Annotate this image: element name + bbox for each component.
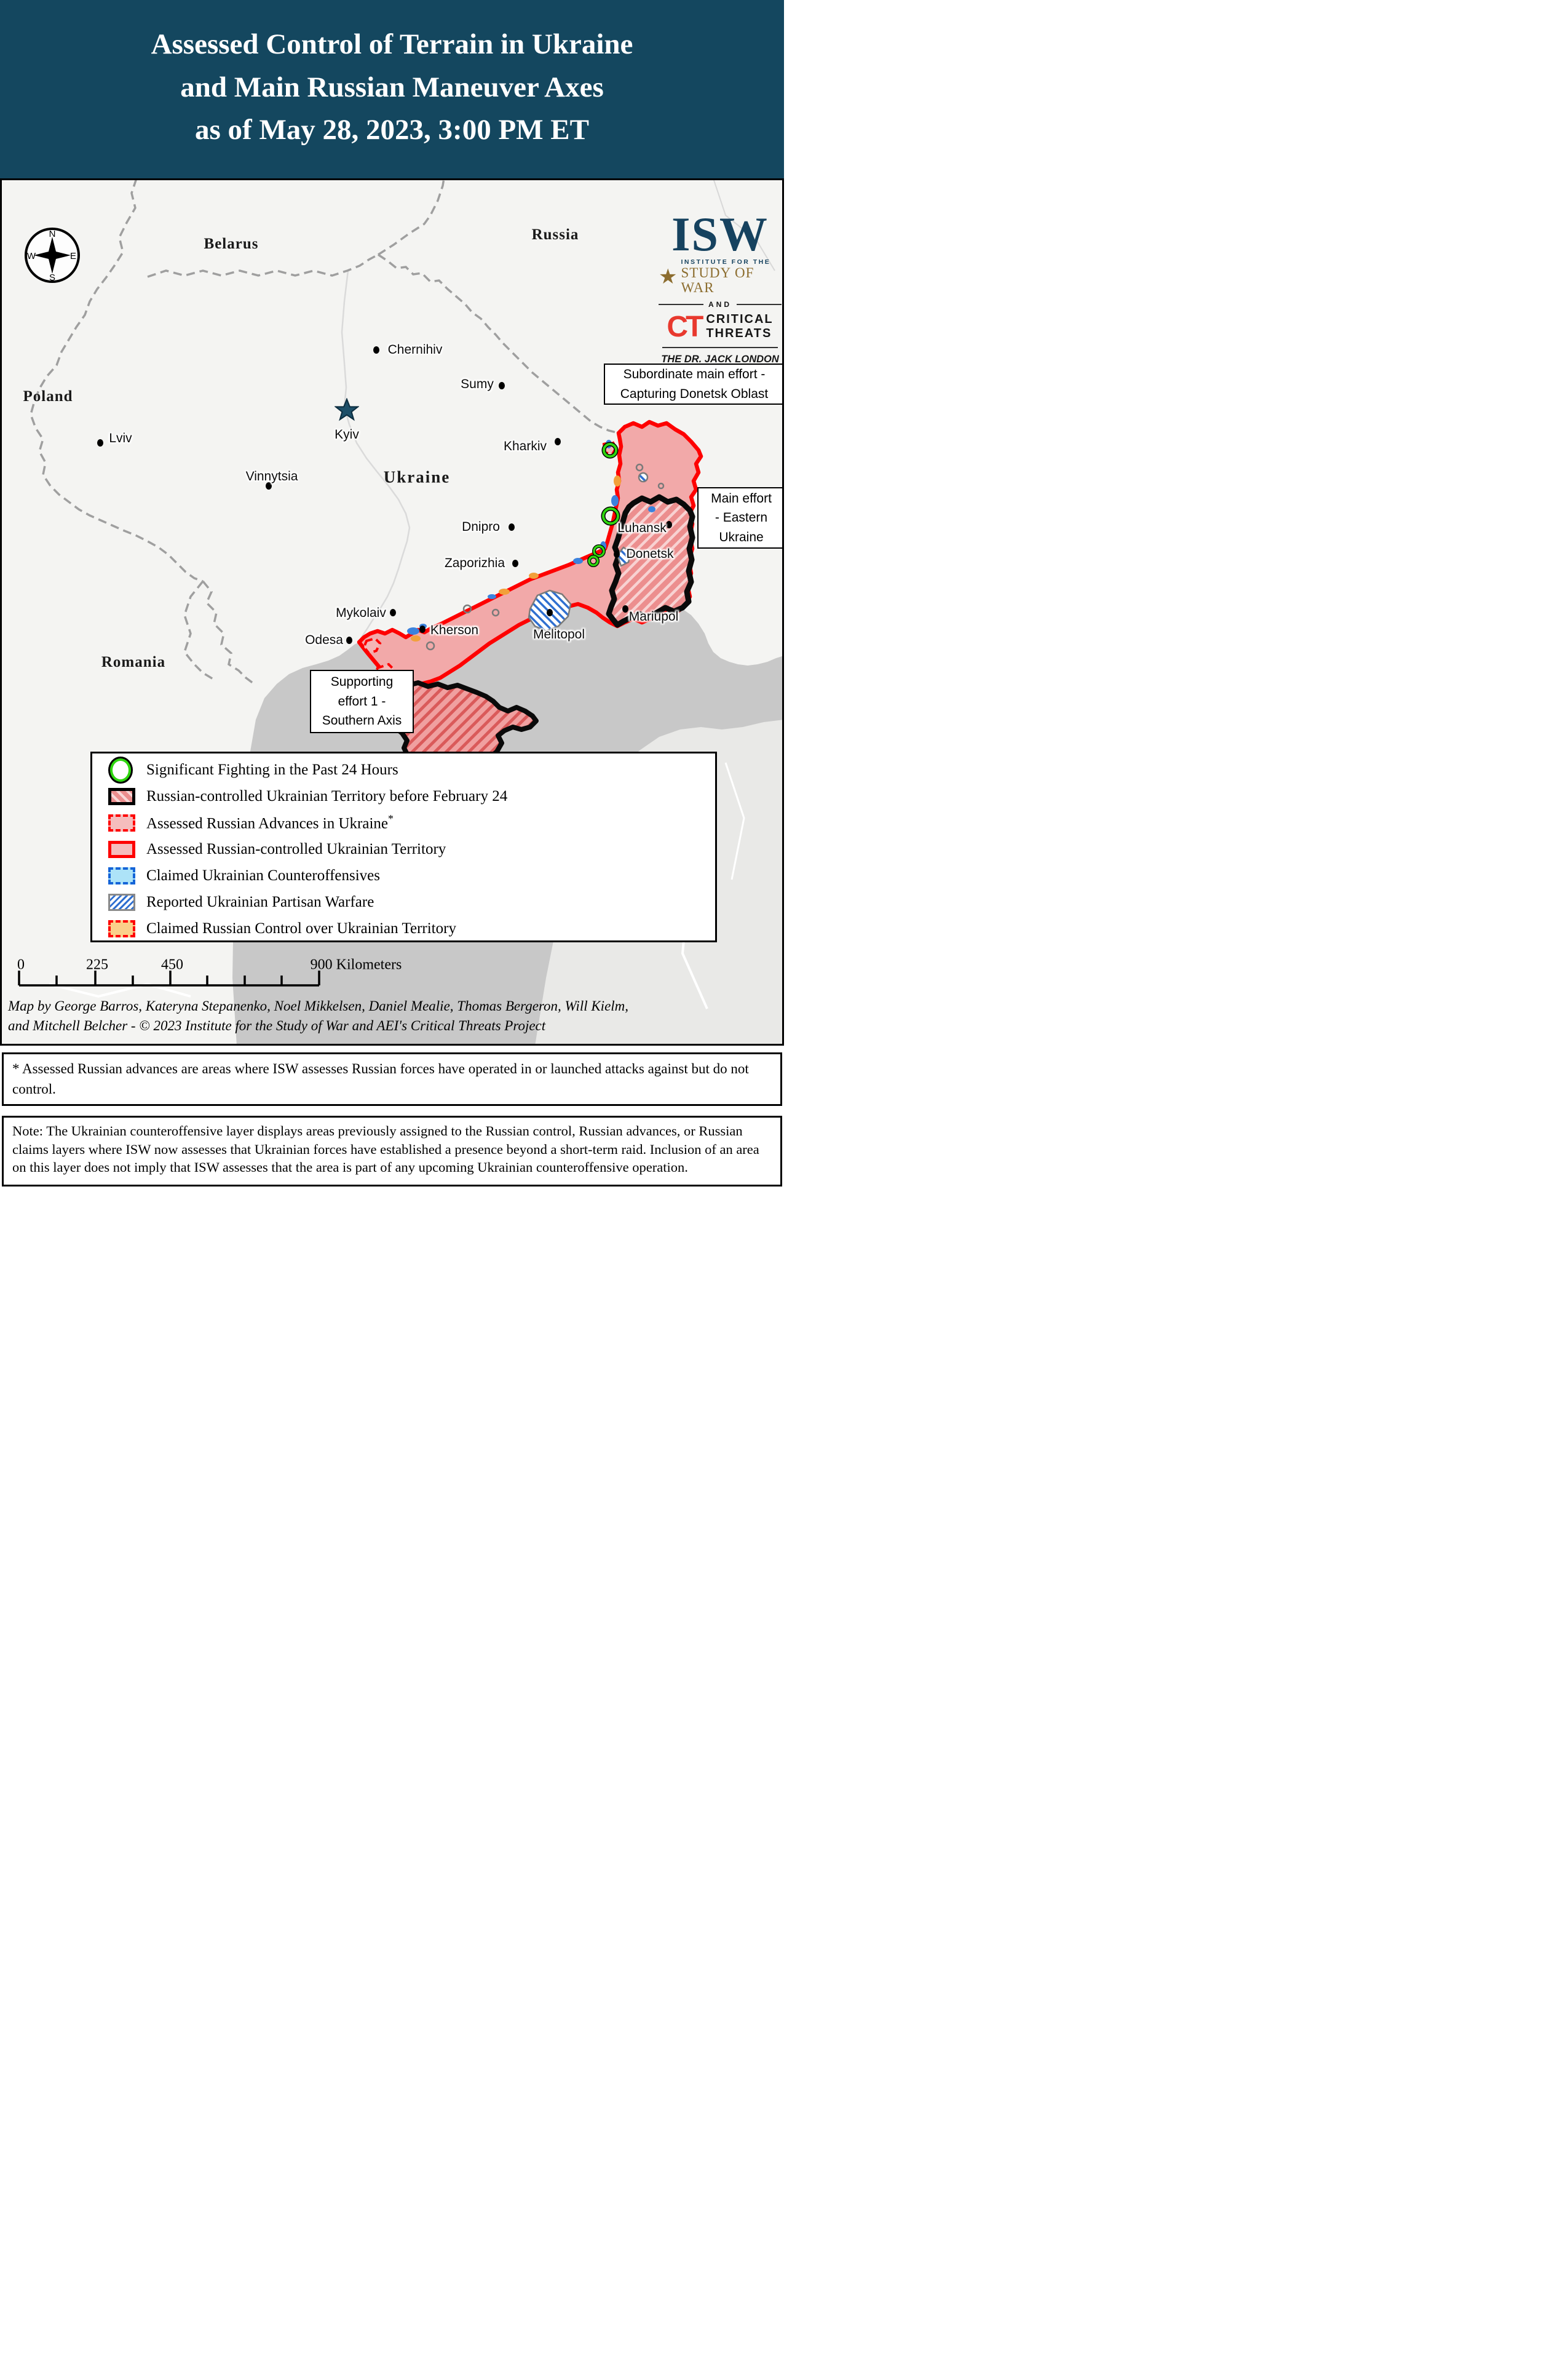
svg-text:S: S	[49, 272, 55, 283]
country-label-poland: Poland	[23, 388, 73, 405]
legend-swatch-partisan-icon	[108, 893, 135, 911]
scale-bar	[18, 971, 320, 987]
scale-label-225: 225	[86, 956, 108, 973]
svg-text:W: W	[27, 251, 36, 261]
map-legend: Significant Fighting in the Past 24 Hour…	[90, 752, 717, 942]
city-label-sumy: Sumy	[461, 377, 494, 391]
country-label-russia: Russia	[531, 226, 579, 243]
legend-item-fighting: Significant Fighting in the Past 24 Hour…	[108, 757, 715, 783]
city-label-vinnytsia: Vinnytsia	[245, 469, 298, 483]
geospatial-fund-line1: THE DR. JACK LONDON	[661, 354, 779, 365]
country-label-romania: Romania	[101, 654, 166, 670]
city-dot-chernihiv	[373, 346, 379, 354]
isw-institute-text: INSTITUTE FOR THE	[681, 258, 771, 266]
country-borders	[30, 180, 619, 686]
city-label-kharkiv: Kharkiv	[503, 439, 547, 453]
svg-text:E: E	[70, 251, 76, 261]
city-label-luhansk: Luhansk	[617, 521, 667, 535]
river-danube	[49, 982, 191, 998]
city-dot-melitopol	[547, 609, 553, 616]
fighting-circles	[587, 442, 620, 567]
prefeb-crimea-region	[384, 679, 539, 769]
legend-item-controlled: Assessed Russian-controlled Ukrainian Te…	[108, 836, 715, 862]
city-dot-mariupol	[622, 605, 628, 613]
legend-swatch-claimed-russian-icon	[108, 920, 135, 937]
scale-label-450: 450	[161, 956, 183, 973]
footnote-box: * Assessed Russian advances are areas wh…	[2, 1052, 782, 1107]
city-dot-lviv	[97, 439, 103, 447]
country-label-ukraine: Ukraine	[383, 467, 451, 487]
city-label-melitopol: Melitopol	[533, 627, 585, 642]
city-label-odesa: Odesa	[305, 633, 343, 647]
credits-line1: Map by George Barros, Kateryna Stepanenk…	[8, 998, 629, 1014]
legend-swatch-prefeb-icon	[108, 787, 135, 805]
page-title-line2: and Main Russian Maneuver Axes	[180, 71, 604, 103]
city-label-lviv: Lviv	[109, 431, 132, 445]
threats-text: THREATS	[706, 327, 772, 341]
city-label-dnipro: Dnipro	[462, 520, 500, 534]
country-label-belarus: Belarus	[204, 236, 259, 252]
legend-item-claimed-russian: Claimed Russian Control over Ukrainian T…	[108, 915, 715, 942]
footnote-text: * Assessed Russian advances are areas wh…	[12, 1061, 749, 1097]
logo-and-divider: AND	[659, 300, 782, 309]
map-canvas: N E S W ISW ★ INSTITUTE FOR THE STUDY OF…	[0, 178, 784, 1046]
city-dot-odesa	[346, 637, 352, 644]
advance-patch-kinburn	[362, 637, 382, 655]
city-dot-zaporizhia	[512, 560, 518, 567]
city-dot-vinnytsia	[266, 482, 272, 490]
city-label-kherson: Kherson	[430, 623, 479, 637]
city-dot-sumy	[499, 382, 505, 389]
city-label-zaporizhia: Zaporizhia	[444, 556, 505, 570]
city-dot-mykolaiv	[390, 609, 396, 616]
river-ne	[713, 180, 775, 271]
callout-subordinate-main-effort: Subordinate main effort - Capturing Done…	[604, 364, 782, 405]
legend-item-advances: Assessed Russian Advances in Ukraine*	[108, 809, 715, 836]
legend-swatch-advances-icon	[108, 814, 135, 832]
page-title-line3: as of May 28, 2023, 3:00 PM ET	[195, 114, 589, 146]
legend-item-partisan: Reported Ukrainian Partisan Warfare	[108, 889, 715, 915]
isw-wordmark: ISW	[671, 207, 769, 261]
legend-swatch-fighting-icon	[110, 758, 131, 782]
legend-item-counteroffensives: Claimed Ukrainian Counteroffensives	[108, 862, 715, 889]
legend-swatch-controlled-icon	[108, 840, 135, 858]
callout-main-effort-eastern-ukraine: Main effort - Eastern Ukraine	[697, 487, 782, 549]
isw-star-icon: ★	[659, 265, 678, 289]
kyiv-capital-star-icon	[335, 398, 359, 421]
city-dot-luhansk	[666, 521, 672, 528]
city-dot-dnipro	[509, 523, 515, 531]
isw-ct-logo: ISW ★ INSTITUTE FOR THE STUDY OF WAR AND…	[659, 207, 782, 379]
note-text: Note: The Ukrainian counteroffensive lay…	[12, 1123, 759, 1175]
city-dot-donetsk	[614, 551, 620, 558]
city-label-chernihiv: Chernihiv	[387, 343, 443, 357]
isw-study-of-war-text: STUDY OF WAR	[681, 265, 754, 296]
city-dot-kherson	[419, 626, 426, 633]
callout-supporting-effort-southern-axis: Supporting effort 1 - Southern Axis	[310, 670, 414, 733]
river-kuban2	[724, 762, 745, 880]
header-banner: Assessed Control of Terrain in Ukraine a…	[0, 0, 784, 178]
compass-rose-icon: N E S W	[25, 228, 80, 283]
dnipro-river	[341, 270, 411, 643]
critical-text: CRITICAL	[706, 312, 774, 327]
legend-swatch-counteroffensives-icon	[108, 867, 135, 884]
city-label-kyiv: Kyiv	[335, 427, 359, 442]
legend-item-prefeb: Russian-controlled Ukrainian Territory b…	[108, 783, 715, 809]
city-dot-kharkiv	[555, 438, 561, 445]
scale-label-0: 0	[17, 956, 25, 973]
claimed-russian-patches	[411, 475, 621, 642]
credits-line2: and Mitchell Belcher - © 2023 Institute …	[8, 1018, 546, 1033]
city-label-donetsk: Donetsk	[626, 547, 674, 561]
scale-label-900-kilometers: 900 Kilometers	[310, 956, 402, 973]
note-box: Note: The Ukrainian counteroffensive lay…	[2, 1116, 782, 1186]
svg-text:N: N	[49, 229, 56, 239]
city-label-mykolaiv: Mykolaiv	[336, 606, 386, 620]
logo-divider	[662, 347, 778, 349]
city-label-mariupol: Mariupol	[628, 610, 679, 624]
critical-threats-ct-icon: CT	[667, 310, 703, 343]
page-title-line1: Assessed Control of Terrain in Ukraine	[151, 28, 633, 60]
